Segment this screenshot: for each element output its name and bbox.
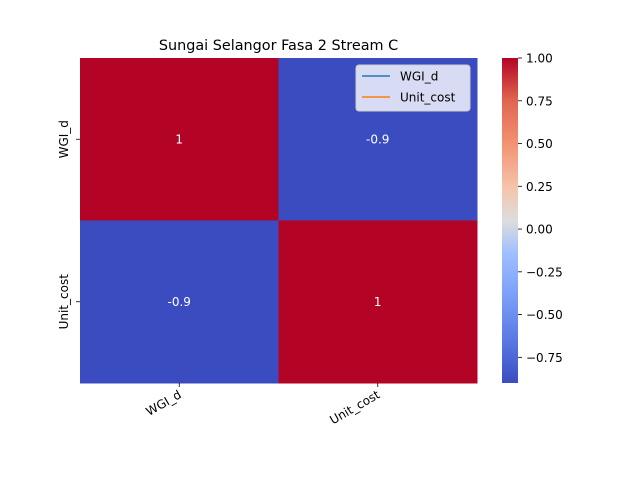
legend: WGI_d Unit_cost (355, 64, 471, 112)
colorbar-tick-label: −0.50 (526, 308, 563, 322)
colorbar-ticks: 1.00 0.75 0.50 0.25 0.00 −0.25 −0.50 −0.75 (518, 52, 563, 365)
cell-value-label: -0.9 (168, 295, 191, 309)
cell-value-label: -0.9 (366, 132, 389, 146)
cell-value-label: 1 (374, 295, 382, 309)
colorbar-gradient (502, 58, 518, 383)
heatmap-cell-unit-cost-unit-cost (278, 220, 478, 384)
heatmap-cell-labels: 1 -0.9 -0.9 1 (168, 132, 390, 309)
colorbar-tick-label: 0.25 (526, 180, 553, 194)
legend-label-unit-cost: Unit_cost (400, 91, 456, 105)
colorbar-tick-label: 1.00 (526, 52, 553, 66)
colorbar: 1.00 0.75 0.50 0.25 0.00 −0.25 −0.50 −0.75 (502, 52, 563, 383)
chart-title: Sungai Selangor Fasa 2 Stream C (159, 38, 398, 54)
x-axis: WGI_d Unit_cost (144, 383, 383, 427)
heatmap-cell-wgi-d-wgi-d (80, 58, 279, 221)
colorbar-tick-label: −0.75 (526, 351, 563, 365)
heatmap-cell-unit-cost-wgi-d (80, 220, 279, 384)
x-tick-label: WGI_d (144, 387, 184, 418)
x-tick-label: Unit_cost (327, 387, 382, 427)
cell-value-label: 1 (175, 132, 183, 146)
colorbar-tick-label: 0.50 (526, 137, 553, 151)
y-tick-label: WGI_d (57, 120, 71, 158)
colorbar-tick-label: −0.25 (526, 265, 563, 279)
legend-label-wgi-d: WGI_d (400, 70, 438, 84)
y-tick-label: Unit_cost (57, 274, 71, 330)
y-axis: WGI_d Unit_cost (57, 120, 80, 329)
colorbar-tick-label: 0.75 (526, 94, 553, 108)
colorbar-tick-label: 0.00 (526, 223, 553, 237)
